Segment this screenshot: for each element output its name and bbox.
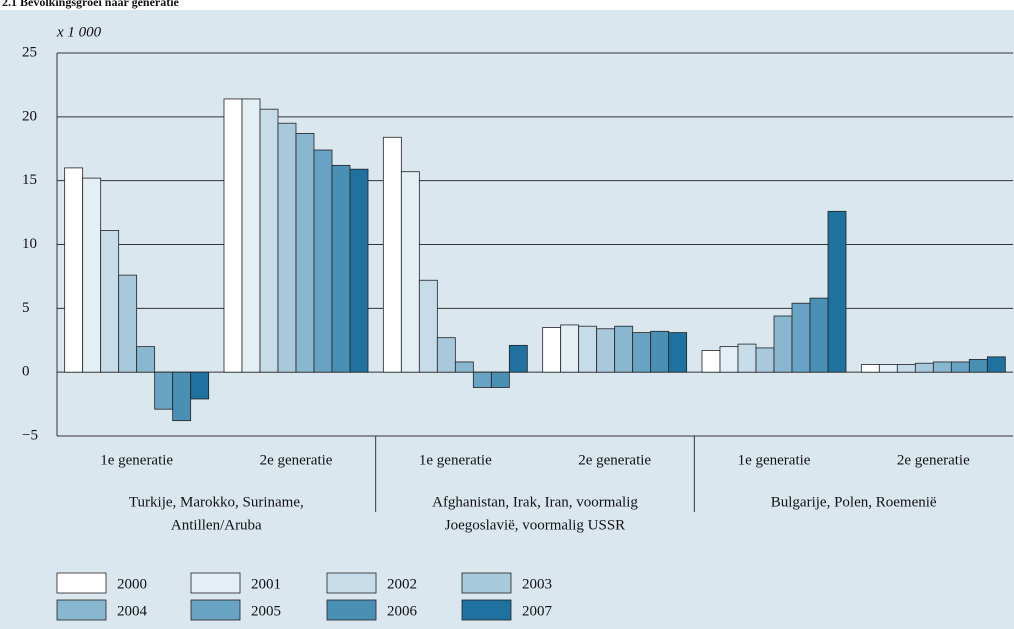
group-label: Afghanistan, Irak, Iran, voormalig xyxy=(432,494,638,510)
bar xyxy=(932,361,952,373)
x-tick-label: 2e generatie xyxy=(578,452,651,468)
legend-label: 2003 xyxy=(522,576,552,592)
bar xyxy=(223,98,243,373)
legend-swatch xyxy=(190,572,241,594)
bar xyxy=(719,346,739,373)
bar xyxy=(295,133,315,373)
bar xyxy=(701,350,721,373)
bar xyxy=(490,371,510,388)
bar xyxy=(914,362,934,373)
bar xyxy=(860,364,880,373)
bar xyxy=(64,167,84,373)
bar xyxy=(313,149,333,373)
legend-label: 2000 xyxy=(117,576,147,592)
bar xyxy=(986,356,1006,373)
bar xyxy=(755,347,775,373)
bar xyxy=(773,315,793,373)
y-tick-label: 5 xyxy=(22,300,30,316)
bar xyxy=(154,371,174,410)
bar xyxy=(809,297,829,373)
bar xyxy=(418,279,438,373)
legend-swatch xyxy=(461,599,512,621)
bar xyxy=(632,332,652,373)
bar xyxy=(259,108,279,373)
x-tick-label: 1e generatie xyxy=(738,452,811,468)
bar xyxy=(827,210,847,373)
bar xyxy=(950,361,970,373)
group-label: Joegoslavië, voormalig USSR xyxy=(445,517,625,533)
bar xyxy=(436,337,456,373)
legend-swatch xyxy=(56,599,107,621)
bar xyxy=(172,371,192,422)
bar xyxy=(668,332,688,373)
group-label: Bulgarije, Polen, Roemenië xyxy=(771,494,937,510)
bar xyxy=(614,325,634,373)
y-tick-label: 20 xyxy=(22,108,37,124)
group-label: Turkije, Marokko, Suriname, xyxy=(129,494,304,510)
x-tick-label: 1e generatie xyxy=(419,452,492,468)
bar xyxy=(737,343,757,373)
group-label: Antillen/Aruba xyxy=(171,517,262,533)
legend-label: 2002 xyxy=(387,576,417,592)
y-tick-label: 0 xyxy=(22,364,30,380)
bar xyxy=(190,371,210,400)
legend-label: 2001 xyxy=(251,576,281,592)
chart-title: 2.1 Bevolkingsgroei naar generatie xyxy=(2,0,180,9)
y-tick-label: 10 xyxy=(22,236,37,252)
bar xyxy=(896,364,916,373)
bar xyxy=(508,344,528,373)
bar xyxy=(277,122,297,373)
bar xyxy=(454,361,474,373)
bar xyxy=(382,136,402,373)
bar xyxy=(650,330,670,373)
y-tick-label: 25 xyxy=(22,44,37,60)
legend-swatch xyxy=(190,599,241,621)
bar xyxy=(596,328,616,373)
bar xyxy=(968,358,988,373)
bar xyxy=(791,302,811,373)
legend-swatch xyxy=(56,572,107,594)
legend-swatch xyxy=(326,599,377,621)
y-unit-label: x 1 000 xyxy=(56,24,102,40)
panel xyxy=(0,10,1014,629)
bar xyxy=(542,327,562,373)
bar xyxy=(878,364,898,373)
bar xyxy=(560,324,580,373)
legend-label: 2004 xyxy=(117,603,148,619)
bar xyxy=(136,346,156,373)
legend-label: 2005 xyxy=(251,603,281,619)
x-tick-label: 1e generatie xyxy=(100,452,173,468)
legend-label: 2006 xyxy=(387,603,418,619)
y-tick-label: −5 xyxy=(22,427,38,443)
bar xyxy=(82,177,102,373)
legend-label: 2007 xyxy=(522,603,553,619)
bar xyxy=(241,98,261,373)
bar xyxy=(472,371,492,388)
bar xyxy=(118,274,138,373)
bar xyxy=(578,325,598,373)
legend-swatch xyxy=(461,572,512,594)
bar xyxy=(349,168,369,373)
x-tick-label: 2e generatie xyxy=(260,452,333,468)
bar xyxy=(331,164,351,373)
bar xyxy=(100,230,120,373)
bar xyxy=(400,171,420,373)
x-tick-label: 2e generatie xyxy=(897,452,970,468)
legend-swatch xyxy=(326,572,377,594)
y-tick-label: 15 xyxy=(22,172,37,188)
